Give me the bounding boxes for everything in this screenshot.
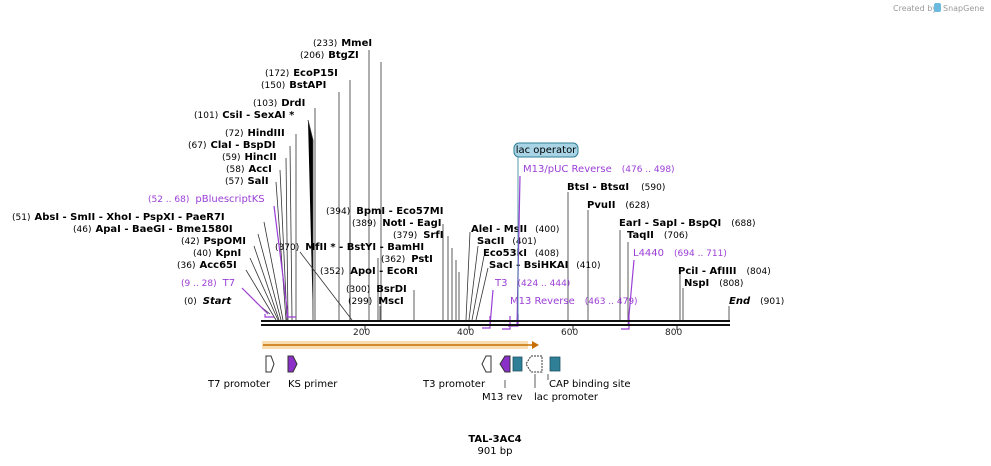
site-drdi-label: (103) DrdI [253,98,305,109]
feature-connectors [504,374,549,388]
site-hincii-label: (59) HincII [222,152,277,163]
site-acc65i-label: (36) Acc65I [177,260,237,271]
ruler-tick-label: 200 [353,328,370,338]
feature-lac-promoter [525,355,543,373]
site-noti-label: (389) NotI - EagI [352,218,442,229]
feature-ks-primer [287,355,298,373]
feature-m13-rev [499,355,511,373]
credit-brand: SnapGene [943,4,984,13]
site-msci-label: (299) MscI [348,296,404,307]
sequence-backbone [261,320,730,326]
site-srfi-label: (379) SrfI [393,230,443,241]
primer-m13puc-reverse-label: M13/pUC Reverse (476 .. 498) [523,164,675,175]
site-taqii-label: TaqII (706) [627,230,688,241]
site-nspi-label: NspI (808) [684,278,743,289]
plasmid-name: TAL-3AC4 [468,434,521,445]
site-absi-label: (51) AbsI - SmII - XhoI - PspXI - PaeR7I [12,212,225,223]
plasmid-length: 901 bp [478,446,513,457]
site-clai-label: (67) ClaI - BspDI [188,140,276,151]
primer-m13-reverse-label: M13 Reverse (463 .. 479) [510,296,638,307]
feature-t7-promoter [265,355,275,373]
site-mmei-label: (233) MmeI [313,38,372,49]
site-alei-label: AleI - MsII (400) [471,224,559,235]
feature-label: T3 promoter [422,379,486,390]
feature-label: T7 promoter [207,379,271,390]
site-saci-label: SacI - BsiHKAI (410) [489,260,601,271]
feature-label: lac promoter [534,392,599,403]
site-csii-label: (101) CsiI - SexAI * [194,110,295,121]
ruler: 200 400 600 800 [353,326,682,338]
site-eco53ki-label: Eco53kI (408) [483,248,559,259]
ruler-tick-label: 800 [665,328,682,338]
site-acci-label: (58) AccI [226,164,272,175]
site-end-label: End (901) [729,296,784,307]
site-btgzi-label: (206) BtgZI [300,50,359,61]
site-bstapi-label: (150) BstAPI [261,80,326,91]
site-hindiii-label: (72) HindIII [225,128,285,139]
site-mfli-label: (370) MfII * - BstYI - BamHI [275,242,424,253]
site-apoi-label: (352) ApoI - EcoRI [320,266,418,277]
feature-label: KS primer [288,379,338,390]
primer-pbluescriptks-label: (52 .. 68) pBluescriptKS [148,194,265,205]
orf-arrow [262,341,539,349]
site-pspomi-label: (42) PspOMI [181,236,246,247]
feature-label: CAP binding site [549,379,631,390]
site-bsrdi-label: (300) BsrDI [346,284,407,295]
site-pcii-label: PciI - AfIIII (804) [678,266,771,277]
site-pvuii-label: PvuII (628) [587,200,650,211]
site-apai-label: (46) ApaI - BaeGI - Bme1580I [73,224,233,235]
lac-operator: lac operator [513,142,579,320]
site-start-label: (0) Start [184,296,232,307]
site-kpni-label: (40) KpnI [193,248,241,259]
site-sacii-label: SacII (401) [477,236,537,247]
site-eari-label: EarI - SapI - BspQI (688) [619,218,755,229]
site-bpmi-label: (394) BpmI - Eco57MI [326,206,443,217]
site-psti-label: (362) PstI [381,254,433,265]
snapgene-logo-icon [934,3,941,12]
feature-cap-binding-site [549,356,561,372]
ruler-tick-label: 600 [561,328,578,338]
site-btsi-label: BtsI - BtsαI (590) [567,182,665,193]
site-ecop15i-label: (172) EcoP15I [265,68,338,79]
lac-operator-label: lac operator [516,145,577,156]
primer-l4440-label: L4440 (694 .. 711) [633,248,727,259]
feature-label: M13 rev [482,392,523,403]
primer-t7-label: (9 .. 28) T7 [181,278,235,289]
primer-t3-label: T3 (424 .. 444) [494,278,570,289]
site-sali-label: (57) SalI [225,176,269,187]
feature-lac-operator-box [512,356,523,372]
feature-t3-promoter [481,355,492,373]
ruler-tick-label: 400 [457,328,474,338]
credit-prefix: Created by [893,4,937,13]
